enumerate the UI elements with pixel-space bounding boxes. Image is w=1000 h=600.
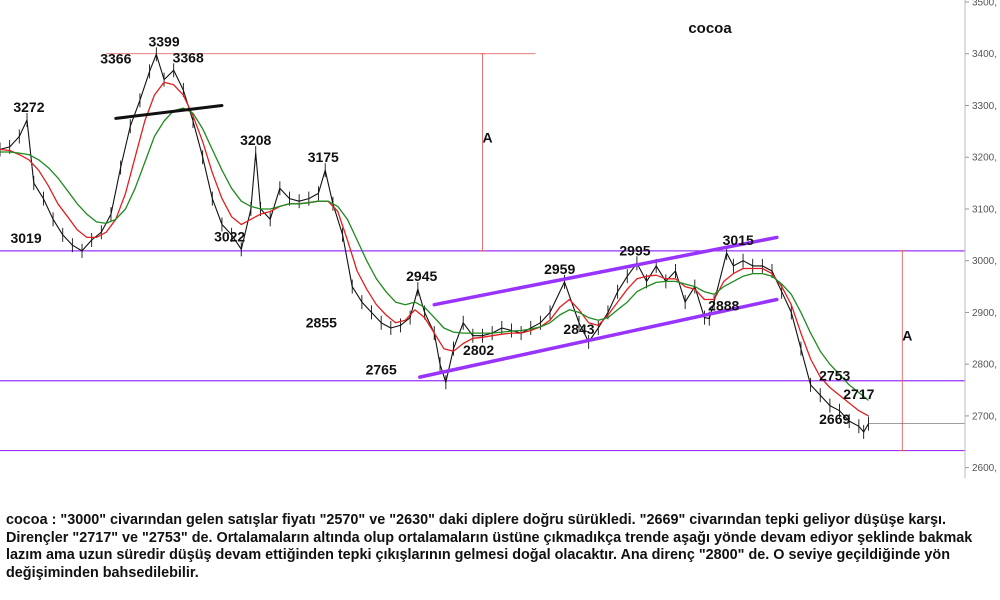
y-tick-label: 3200, (972, 153, 997, 164)
point-label: 2669 (819, 411, 850, 427)
measure-a-left-label: A (482, 129, 492, 145)
y-tick-label: 2700, (972, 411, 997, 422)
y-axis: 2600, 2700, 2800, 2900, 3000, 3100, 3200, 3300,… (964, 0, 997, 478)
measure-a-right-label: A (902, 328, 912, 344)
y-tick-label: 3400, (972, 49, 997, 60)
point-label: 2753 (819, 367, 850, 383)
point-label: 3175 (308, 149, 339, 165)
point-label: 3399 (148, 33, 179, 49)
y-tick-label: 2800, (972, 360, 997, 371)
point-label: 2959 (544, 261, 575, 277)
y-tick-label: 3500, (972, 0, 997, 9)
point-label: 2802 (463, 342, 494, 358)
point-label: 2765 (366, 361, 397, 377)
point-label: 2843 (563, 321, 594, 337)
point-label: 3022 (214, 228, 245, 244)
chart-canvas: AA 2600,2700,2800,2900,3000,3100,3200,33… (0, 0, 997, 478)
y-tick-label: 2600, (972, 463, 997, 474)
trend-line (114, 103, 224, 120)
y-tick-label: 3100, (972, 204, 997, 215)
price-line (0, 53, 869, 433)
moving-average-line (0, 81, 869, 417)
y-tick-label: 2900, (972, 308, 997, 319)
measurement-lines: AA (106, 53, 965, 451)
point-label: 3019 (10, 230, 41, 246)
moving-average-line (0, 107, 869, 401)
point-label: 3366 (100, 50, 131, 66)
trend-channel (114, 103, 779, 379)
point-label: 3368 (173, 49, 204, 65)
price-series (0, 47, 869, 439)
point-label: 3272 (13, 99, 44, 115)
point-label: 2945 (406, 268, 437, 284)
point-label: 2995 (619, 242, 650, 258)
commentary-text: cocoa : "3000" civarından gelen satışlar… (6, 512, 973, 581)
point-label: 2717 (843, 386, 874, 402)
y-tick-label: 3300, (972, 101, 997, 112)
point-label: 3015 (723, 232, 754, 248)
channel-lower-line (418, 297, 779, 379)
chart-title: cocoa (688, 20, 732, 37)
point-label: 2888 (708, 298, 739, 314)
y-tick-label: 3000, (972, 256, 997, 267)
point-label: 2855 (306, 315, 337, 331)
channel-upper-line (432, 235, 779, 307)
point-label: 3208 (240, 132, 271, 148)
